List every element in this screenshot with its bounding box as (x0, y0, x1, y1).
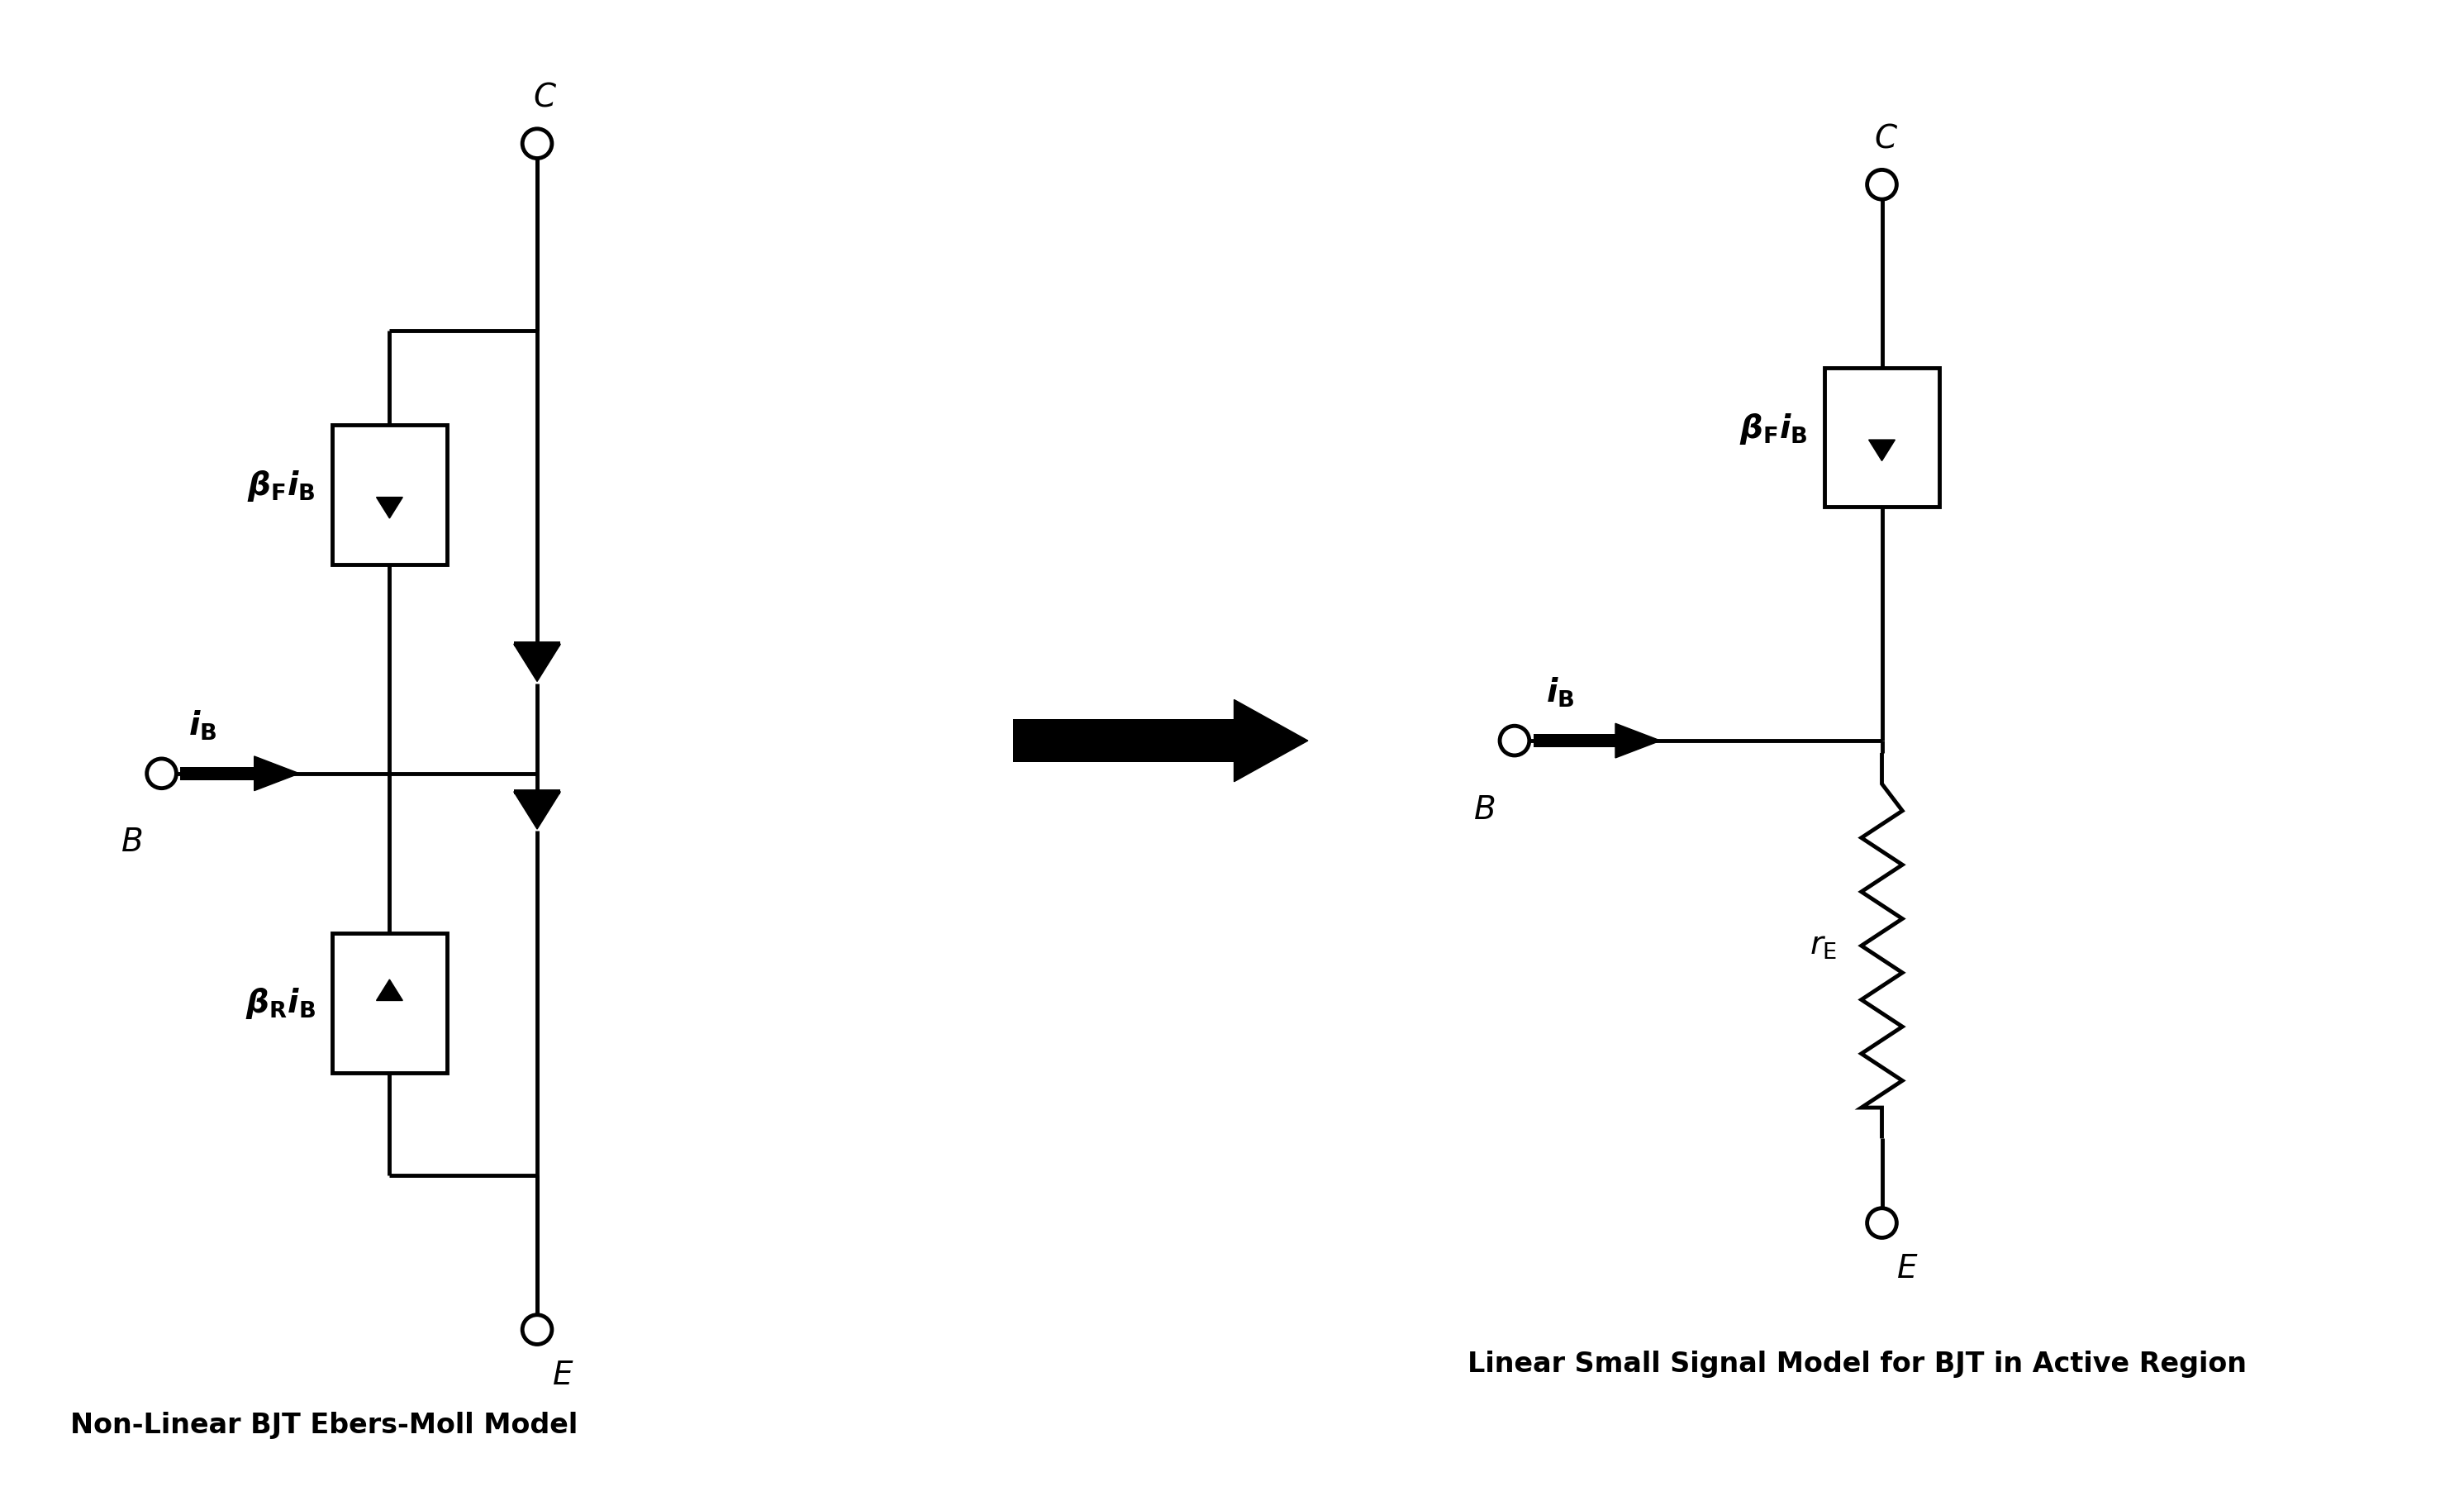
Polygon shape (254, 757, 298, 791)
Polygon shape (1616, 723, 1661, 758)
Polygon shape (515, 791, 559, 829)
Text: $\boldsymbol{i}_{\rm\bf B}$: $\boldsymbol{i}_{\rm\bf B}$ (190, 708, 217, 743)
Text: $B$: $B$ (121, 827, 143, 859)
Bar (1533, 734, 1616, 747)
Text: $\boldsymbol{\beta}_{\rm\bf F}\boldsymbol{i}_{\rm\bf B}$: $\boldsymbol{\beta}_{\rm\bf F}\boldsymbo… (246, 468, 315, 504)
Bar (180, 767, 254, 781)
Bar (1013, 719, 1234, 763)
Polygon shape (1868, 440, 1895, 461)
Text: $C$: $C$ (1873, 123, 1897, 155)
Polygon shape (377, 980, 402, 1001)
Text: $\boldsymbol{\beta}_{\rm\bf R}\boldsymbol{i}_{\rm\bf B}$: $\boldsymbol{\beta}_{\rm\bf R}\boldsymbo… (246, 986, 315, 1021)
Bar (1823, 368, 1939, 507)
Text: $r_{\rm E}$: $r_{\rm E}$ (1809, 931, 1836, 962)
Text: Non-Linear BJT Ebers-Moll Model: Non-Linear BJT Ebers-Moll Model (69, 1412, 577, 1439)
Text: $E$: $E$ (552, 1360, 574, 1391)
Text: Linear Small Signal Model for BJT in Active Region: Linear Small Signal Model for BJT in Act… (1469, 1351, 2247, 1378)
Text: $\boldsymbol{\beta}_{\rm\bf F}\boldsymbol{i}_{\rm\bf B}$: $\boldsymbol{\beta}_{\rm\bf F}\boldsymbo… (1740, 411, 1809, 446)
Text: $B$: $B$ (1473, 794, 1496, 826)
Text: $\boldsymbol{i}_{\rm\bf B}$: $\boldsymbol{i}_{\rm\bf B}$ (1545, 675, 1574, 710)
Text: $C$: $C$ (532, 81, 557, 113)
Polygon shape (377, 497, 402, 518)
Bar (333, 425, 446, 564)
Polygon shape (1234, 699, 1308, 782)
Text: $E$: $E$ (1897, 1253, 1919, 1285)
Bar (333, 934, 446, 1073)
Polygon shape (515, 644, 559, 681)
